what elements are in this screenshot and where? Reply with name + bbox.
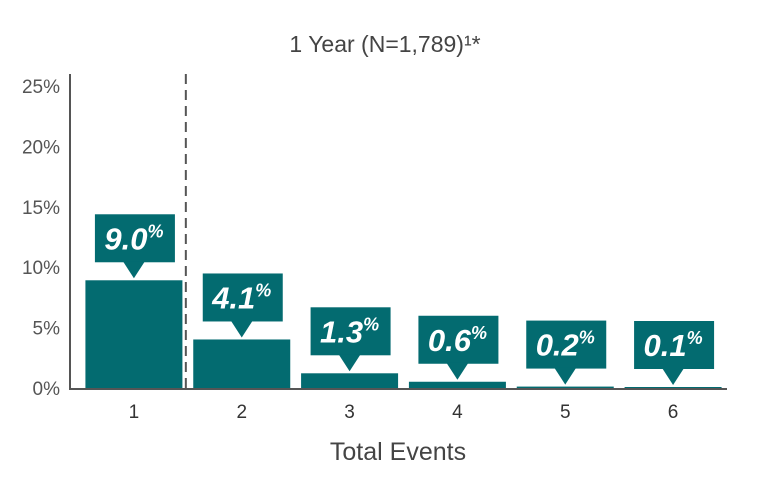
- data-label-unit: %: [579, 328, 595, 348]
- y-tick-label: 10%: [22, 258, 60, 279]
- bars: [85, 280, 722, 389]
- data-label-text: 0.6%: [428, 323, 487, 358]
- data-label: 0.6%: [418, 315, 499, 380]
- data-label-box: [634, 321, 715, 369]
- data-label-pointer: [554, 367, 577, 385]
- y-tick-label: 5%: [33, 319, 61, 340]
- data-label-pointer: [338, 354, 361, 372]
- y-tick-label: 25%: [22, 77, 60, 98]
- x-tick-label: 6: [668, 402, 679, 423]
- x-tick-label: 1: [129, 402, 140, 423]
- y-axis-ticks: 0% 5% 10% 15% 20% 25%: [22, 77, 60, 400]
- data-label-text: 0.2%: [536, 328, 595, 363]
- data-label-value: 0.6: [428, 323, 472, 358]
- data-label: 0.1%: [634, 321, 715, 385]
- data-label-box: [310, 307, 391, 356]
- data-label-text: 9.0%: [104, 221, 163, 256]
- data-label-value: 0.1: [644, 328, 687, 363]
- data-label-unit: %: [363, 314, 379, 334]
- bar: [301, 373, 399, 389]
- data-label-unit: %: [471, 323, 487, 343]
- data-label-pointer: [122, 261, 145, 279]
- data-label-unit: %: [255, 280, 271, 300]
- y-tick-label: 20%: [22, 137, 60, 158]
- x-tick-label: 5: [560, 402, 571, 423]
- x-axis-ticks: 1 2 3 4 5 6: [129, 402, 679, 423]
- data-label-value: 4.1: [211, 280, 255, 315]
- data-label-text: 1.3%: [320, 314, 379, 349]
- x-tick-label: 3: [344, 402, 355, 423]
- data-label-text: 0.1%: [644, 328, 703, 363]
- data-label-pointer: [662, 368, 685, 385]
- bar: [516, 386, 614, 389]
- data-labels: 9.0%4.1%1.3% 0.6% 0.2% 0.1%: [94, 214, 715, 385]
- data-label-box: [526, 320, 607, 369]
- data-label: 0.2%: [526, 320, 607, 385]
- data-label: 1.3%: [310, 307, 391, 372]
- y-tick-label: 15%: [22, 198, 60, 219]
- x-axis-label: Total Events: [330, 438, 466, 466]
- data-label-value: 0.2: [536, 328, 579, 363]
- data-label-unit: %: [147, 221, 163, 241]
- bar: [193, 339, 291, 389]
- data-label-pointer: [446, 362, 469, 380]
- x-tick-label: 4: [452, 402, 463, 423]
- data-label-value: 9.0: [104, 221, 147, 256]
- y-tick-label: 0%: [33, 379, 61, 400]
- data-label-box: [202, 273, 283, 322]
- data-label-text: 4.1%: [211, 280, 271, 315]
- bar: [85, 280, 183, 389]
- data-label-box: [418, 315, 499, 364]
- chart-title: 1 Year (N=1,789)¹*: [289, 31, 480, 57]
- data-label-pointer: [230, 320, 253, 338]
- data-label-box: [94, 214, 175, 263]
- data-label: 4.1%: [202, 273, 283, 338]
- data-label-unit: %: [687, 328, 703, 348]
- x-tick-label: 2: [236, 402, 247, 423]
- data-label: 9.0%: [94, 214, 175, 279]
- data-label-value: 1.3: [320, 314, 363, 349]
- bar: [408, 381, 506, 389]
